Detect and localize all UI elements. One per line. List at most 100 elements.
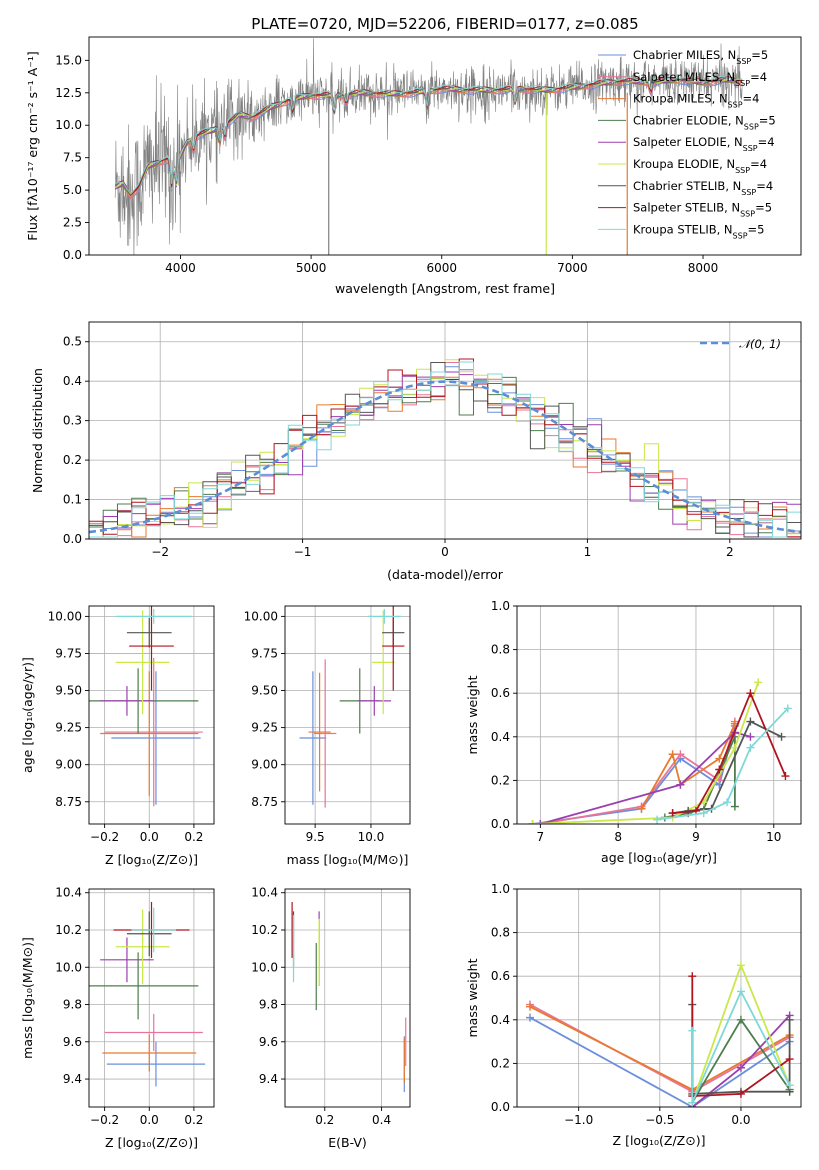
- error-point-2: [100, 671, 199, 796]
- mass_vs_z-frame: [88, 888, 215, 1108]
- weight-marker-4-1: [736, 1063, 745, 1072]
- age_vs_z-ytick-label-4: 9.75: [55, 646, 82, 660]
- observed-spectrum-line: [114, 38, 743, 255]
- weight-marker-7-2: [736, 1089, 745, 1098]
- weight_vs_age-xtick-label-0: 7: [537, 830, 545, 844]
- weight_vs_age-xtick-label-2: 9: [692, 830, 700, 844]
- weight-marker-4-3: [746, 732, 755, 741]
- error-point-1: [314, 659, 337, 808]
- mass_vs_z-axes: −0.2 0.0 0.2 9.4 9.6 9.8 10.0 10.2 10.4 Z [log₁₀(…: [20, 886, 215, 1150]
- legend-entry-label-5: Kroupa ELODIE, N: [633, 157, 735, 171]
- weight_vs_age-ytick-label-3: 0.6: [491, 686, 510, 700]
- spectrum-xtick-label-3: 7000: [557, 261, 588, 275]
- salpeter-stelib-residual-histogram: [89, 358, 801, 538]
- kroupa-stelib-model-spectrum: [114, 75, 743, 195]
- weight-marker-4-1: [676, 780, 685, 789]
- mass_vs_ebv-xtick-label-0: 0.2: [315, 1113, 334, 1127]
- spectrum-ylabel: Flux [fλ10⁻¹⁷ erg cm⁻² s⁻¹ A⁻¹]: [25, 51, 40, 240]
- weight_vs_age-plot-area: [528, 678, 792, 824]
- legend-entry-sub-2: SSP: [728, 100, 743, 109]
- error-point-5: [372, 610, 395, 715]
- spectrum-ytick-label-6: 15.0: [55, 53, 82, 67]
- legend-entry-7: Salpeter STELIB, NSSP=5: [633, 201, 772, 219]
- mass_vs_z-ytick-label-0: 9.4: [63, 1072, 82, 1086]
- legend-entry-0: Chabrier MILES, NSSP=5: [633, 48, 768, 66]
- spectrum-xtick-label-2: 6000: [426, 261, 457, 275]
- weight_vs_z-axes: −1.0 −0.5 0.0 0.0 0.2 0.4 0.6 0.8 1.0 Z [log₁₀(Z/…: [465, 882, 802, 1148]
- legend-entry-label-0: Chabrier MILES, N: [633, 48, 736, 62]
- age_vs_z-xtick-label-1: 0.0: [140, 830, 159, 844]
- weight-marker-3-4: [730, 802, 739, 811]
- weight-marker-6-4: [777, 732, 786, 741]
- weight-marker-2-0: [525, 1002, 534, 1011]
- error-point-8: [115, 608, 192, 624]
- spectrum-xlabel: wavelength [Angstrom, rest frame]: [335, 281, 555, 296]
- kroupa-stelib-residual-histogram: [89, 361, 801, 538]
- legend-entry-sub-1: SSP: [735, 78, 750, 87]
- age_vs_mass-ytick-label-2: 9.25: [251, 721, 278, 735]
- weight_vs_age-axes: 7 8 9 10 0.0 0.2 0.4 0.6 0.8 1.0 age [log₁₀(age/yr…: [465, 599, 802, 865]
- weight-marker-8-1: [699, 809, 708, 818]
- age_vs_z-xtick-label-0: −0.2: [90, 830, 119, 844]
- weight_vs_z-xtick-label-2: 0.0: [731, 1113, 750, 1127]
- weight-marker-0-0: [525, 1013, 534, 1022]
- weight_vs_age-xtick-label-1: 8: [614, 830, 622, 844]
- mass_vs_ebv-xtick-label-1: 0.4: [372, 1113, 391, 1127]
- mass_vs_z-xtick-label-0: −0.2: [90, 1113, 119, 1127]
- residuals-xlabel: (data-model)/error: [387, 567, 504, 582]
- spectrum-xtick-label-0: 4000: [165, 261, 196, 275]
- weight-marker-8-0: [653, 815, 662, 824]
- weight-marker-2-1: [668, 750, 677, 759]
- mass_vs_ebv-ytick-label-1: 9.6: [259, 1035, 278, 1049]
- weight-marker-7-0: [688, 972, 697, 981]
- weight-marker-1-2: [676, 750, 685, 759]
- weight_vs_age-ytick-label-4: 0.8: [491, 643, 510, 657]
- error-point-4: [100, 937, 154, 983]
- kroupa-stelib-weight-line: [691, 989, 791, 1103]
- age_vs_mass-frame: [284, 605, 411, 825]
- error-point-6: [126, 617, 172, 648]
- legend-entry-label-6: Chabrier STELIB, N: [633, 179, 741, 193]
- age_vs_mass-plot-area: [299, 606, 405, 808]
- error-point-8: [367, 608, 402, 624]
- error-point-2: [308, 672, 331, 792]
- age_vs_z-ytick-label-5: 10.00: [48, 609, 82, 623]
- weight-marker-8-2: [723, 798, 732, 807]
- weight_vs_z-frame: [516, 888, 802, 1108]
- weight-marker-6-4: [785, 1015, 794, 1024]
- error-point-4: [357, 686, 392, 716]
- error-point-5: [115, 610, 170, 715]
- weight_vs_z-ytick-label-4: 0.8: [491, 926, 510, 940]
- residuals-ytick-label-2: 0.2: [63, 453, 82, 467]
- weight_vs_age-ytick-label-1: 0.2: [491, 773, 510, 787]
- legend-entry-n-5: =4: [750, 157, 767, 171]
- legend-entry-sub-3: SSP: [744, 122, 759, 131]
- spectrum-ytick-label-2: 5.0: [63, 183, 82, 197]
- error-point-1: [104, 657, 203, 807]
- error-point-0: [106, 1041, 206, 1087]
- weight_vs_age-ytick-label-2: 0.4: [491, 730, 510, 744]
- weight-marker-4-0: [536, 820, 545, 824]
- age_vs_mass-xlabel: mass [log₁₀(M/M⊙)]: [287, 852, 409, 867]
- mass_vs_z-ytick-label-3: 10.0: [55, 960, 82, 974]
- residuals-plot-area: [89, 358, 801, 538]
- mass_vs_ebv-frame: [284, 888, 411, 1108]
- age_vs_z-axes: −0.2 0.0 0.2 8.75 9.00 9.25 9.50 9.75 10.00 Z [lo…: [20, 605, 215, 867]
- legend-entry-label-2: Kroupa MILES, N: [633, 92, 728, 106]
- legend-entry-n-1: =4: [750, 70, 767, 84]
- legend-entry-label-7: Salpeter STELIB, N: [633, 201, 740, 215]
- spectrum-ytick-label-0: 0.0: [63, 248, 82, 262]
- residuals-ytick-label-5: 0.5: [63, 335, 82, 349]
- legend-entry-label-1: Salpeter MILES, N: [633, 70, 735, 84]
- legend-entry-label-8: Kroupa STELIB, N: [633, 222, 733, 236]
- residuals-xtick-label-4: 2: [726, 545, 734, 559]
- legend-entry-sub-4: SSP: [743, 144, 758, 153]
- spectrum-ytick-label-1: 2.5: [63, 216, 82, 230]
- mass_vs_z-xtick-label-2: 0.2: [184, 1113, 203, 1127]
- mass_vs_z-plot-area: [89, 902, 206, 1087]
- spectrum-ytick-label-5: 12.5: [55, 86, 82, 100]
- mass_vs_z-xtick-label-1: 0.0: [140, 1113, 159, 1127]
- weight_vs_z-ytick-label-3: 0.6: [491, 969, 510, 983]
- error-point-2: [102, 1034, 197, 1072]
